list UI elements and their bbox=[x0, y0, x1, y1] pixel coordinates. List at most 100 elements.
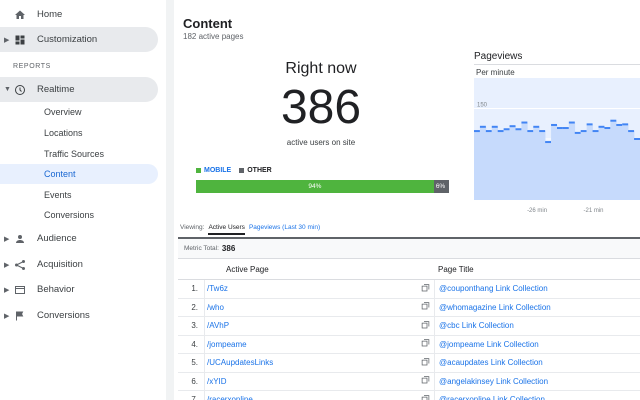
metric-total-value: 386 bbox=[221, 244, 236, 253]
chart-y-tick-label: 150 bbox=[477, 103, 488, 109]
chart-bar bbox=[592, 131, 599, 200]
sidebar-item-label: Realtime bbox=[37, 84, 75, 95]
row-number: 6. bbox=[191, 376, 198, 386]
sidebar-item-content[interactable]: Content bbox=[0, 164, 158, 184]
column-header-page-title[interactable]: Page Title bbox=[438, 264, 474, 274]
page-subtitle: 182 active pages bbox=[183, 32, 244, 41]
column-header-active-page[interactable]: Active Page bbox=[226, 264, 269, 274]
chart-bar bbox=[598, 126, 605, 200]
active-page-link[interactable]: /jompeame bbox=[207, 339, 247, 349]
chart-bar bbox=[574, 132, 582, 200]
tab-active-users[interactable]: Active Users bbox=[208, 224, 245, 235]
content-panel: Content 182 active pages Right now 386 a… bbox=[174, 0, 640, 400]
sidebar-item-label: Locations bbox=[44, 128, 83, 138]
row-number: 2. bbox=[191, 302, 198, 312]
row-number: 1. bbox=[191, 284, 198, 294]
page-title-cell[interactable]: @whomagazine Link Collection bbox=[434, 298, 640, 316]
sidebar-item-traffic-sources[interactable]: Traffic Sources bbox=[0, 144, 158, 164]
sidebar-item-locations[interactable]: Locations bbox=[0, 123, 158, 143]
active-users-caption: active users on site bbox=[286, 138, 356, 147]
sidebar-item-label: Traffic Sources bbox=[44, 149, 105, 159]
row-number: 5. bbox=[191, 358, 198, 368]
viewing-label: Viewing: bbox=[180, 224, 205, 231]
chart-bar bbox=[616, 124, 623, 200]
active-page-cell: /xYID bbox=[204, 372, 434, 390]
page-title-cell[interactable]: @acaupdates Link Collection bbox=[434, 354, 640, 372]
open-link-icon[interactable] bbox=[421, 376, 430, 387]
page-title: Content bbox=[183, 16, 233, 31]
chart-bar bbox=[634, 139, 640, 200]
dashboard-icon bbox=[14, 34, 26, 46]
row-number: 7. bbox=[191, 395, 198, 400]
open-link-icon[interactable] bbox=[421, 394, 430, 400]
active-page-cell: /UCAupdatesLinks bbox=[204, 354, 434, 372]
flag-icon bbox=[14, 310, 26, 322]
sidebar-item-label: Customization bbox=[37, 34, 98, 45]
page-title-cell[interactable]: @couponthang Link Collection bbox=[434, 280, 640, 298]
sidebar-item-overview[interactable]: Overview bbox=[0, 102, 158, 122]
sidebar-item-events[interactable]: Events bbox=[0, 185, 158, 205]
page-title-cell[interactable]: @cbc Link Collection bbox=[434, 317, 640, 335]
sidebar-item-realtime[interactable]: ▼ Realtime bbox=[0, 77, 158, 102]
active-page-link[interactable]: /xYID bbox=[207, 376, 227, 386]
active-page-link[interactable]: /who bbox=[207, 302, 224, 312]
active-page-link[interactable]: /racerxonline bbox=[207, 395, 253, 400]
mobile-segment[interactable]: 94% bbox=[196, 180, 434, 193]
chart-bar bbox=[604, 128, 611, 200]
chart-bar bbox=[557, 128, 564, 200]
legend-swatch-mobile bbox=[196, 167, 201, 173]
open-link-icon[interactable] bbox=[421, 302, 430, 313]
page-title-cell[interactable]: @racerxonline Link Collection bbox=[434, 391, 640, 400]
chart-bar bbox=[545, 142, 552, 200]
chart-bar bbox=[509, 126, 516, 200]
table-row: 2. /who @whomagazine Link Collection bbox=[178, 298, 640, 317]
active-page-link[interactable]: /AVhP bbox=[207, 321, 230, 331]
expand-arrow-icon[interactable]: ▶ bbox=[4, 235, 10, 243]
open-link-icon[interactable] bbox=[421, 320, 430, 331]
expand-arrow-icon[interactable]: ▶ bbox=[4, 286, 10, 294]
active-page-cell: /AVhP bbox=[204, 317, 434, 335]
sidebar-item-label: Home bbox=[37, 9, 63, 20]
row-number: 3. bbox=[191, 321, 198, 331]
legend-mobile: MOBILE bbox=[196, 167, 231, 174]
collapse-arrow-icon[interactable]: ▼ bbox=[4, 86, 11, 93]
chart-bar bbox=[580, 131, 587, 200]
expand-arrow-icon[interactable]: ▶ bbox=[4, 36, 10, 44]
expand-arrow-icon[interactable]: ▶ bbox=[4, 261, 10, 269]
open-link-icon[interactable] bbox=[421, 357, 430, 368]
metric-total: Metric Total: 386 bbox=[178, 239, 640, 259]
content-table: Metric Total: 386 Active Page Page Title… bbox=[178, 237, 640, 400]
chart-x-tick-label: -26 min bbox=[527, 208, 547, 214]
legend-other: OTHER bbox=[239, 167, 272, 174]
sidebar-item-customization[interactable]: ▶ Customization bbox=[0, 27, 158, 52]
pageviews-subtitle: Per minute bbox=[476, 68, 515, 77]
page-title-cell[interactable]: @angelakinsey Link Collection bbox=[434, 372, 640, 390]
active-page-cell: /racerxonline bbox=[204, 391, 434, 400]
table-row: 4. /jompeame @jompeame Link Collection bbox=[178, 335, 640, 354]
expand-arrow-icon[interactable]: ▶ bbox=[4, 312, 10, 320]
open-link-icon[interactable] bbox=[421, 283, 430, 294]
chart-bar bbox=[491, 126, 499, 200]
other-segment[interactable]: 6% bbox=[433, 180, 449, 193]
sidebar-item-label: Events bbox=[44, 190, 72, 200]
sidebar-item-realtime-conversions[interactable]: Conversions bbox=[0, 205, 158, 225]
table-row: 3. /AVhP @cbc Link Collection bbox=[178, 317, 640, 336]
metric-total-label: Metric Total: bbox=[184, 245, 219, 252]
device-split-bar: 94% 6% bbox=[196, 180, 449, 193]
device-legend: MOBILE OTHER bbox=[196, 167, 272, 174]
chart-bar bbox=[562, 128, 570, 200]
page-title-cell[interactable]: @jompeame Link Collection bbox=[434, 335, 640, 353]
clock-icon bbox=[14, 84, 26, 96]
open-link-icon[interactable] bbox=[421, 339, 430, 350]
tab-pageviews[interactable]: Pageviews (Last 30 min) bbox=[248, 224, 321, 231]
chart-bar bbox=[586, 124, 593, 200]
legend-swatch-other bbox=[239, 167, 245, 173]
sidebar-item-label: Audience bbox=[37, 233, 77, 244]
active-page-cell: /jompeame bbox=[204, 335, 434, 353]
chart-x-tick-label: -21 min bbox=[584, 208, 604, 214]
table-header: Active Page Page Title bbox=[178, 259, 640, 280]
active-page-link[interactable]: /UCAupdatesLinks bbox=[207, 358, 274, 368]
behavior-icon bbox=[14, 284, 26, 296]
active-page-link[interactable]: /Tw6z bbox=[207, 284, 228, 294]
home-icon bbox=[14, 9, 26, 21]
